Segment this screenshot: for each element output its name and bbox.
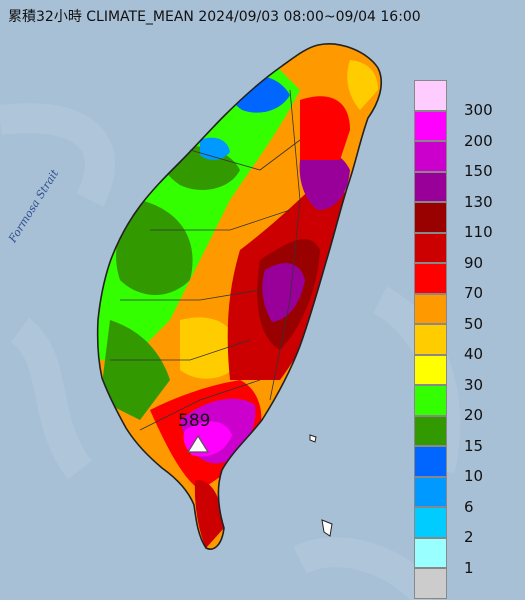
legend-label: 6 bbox=[464, 497, 474, 516]
coastline bbox=[96, 43, 383, 550]
legend-swatch bbox=[414, 202, 447, 233]
legend-swatch bbox=[414, 507, 447, 538]
green-island bbox=[309, 434, 317, 443]
legend-swatch bbox=[414, 324, 447, 355]
legend-swatch bbox=[414, 263, 447, 294]
legend-swatch bbox=[414, 110, 447, 141]
map-title: 累積32小時 CLIMATE_MEAN 2024/09/03 08:00~09/… bbox=[8, 9, 421, 25]
legend-row: 30 bbox=[414, 354, 506, 394]
legend-row: 15 bbox=[414, 415, 506, 455]
legend-row: 70 bbox=[414, 263, 506, 302]
legend-row: 40 bbox=[414, 324, 506, 363]
orchid-island bbox=[321, 519, 333, 537]
legend-label: 70 bbox=[464, 284, 484, 302]
legend-swatch bbox=[414, 171, 447, 202]
legend-row: 6 bbox=[414, 476, 506, 516]
legend-label: 200 bbox=[464, 131, 493, 150]
legend-swatch bbox=[414, 537, 447, 568]
legend-swatch bbox=[414, 232, 447, 263]
legend-row: 150 bbox=[414, 141, 506, 180]
legend-swatch bbox=[414, 415, 447, 446]
legend-label: 15 bbox=[464, 436, 484, 455]
legend-swatch bbox=[414, 141, 447, 172]
legend-row: 130 bbox=[414, 171, 506, 211]
legend-swatch bbox=[414, 385, 447, 416]
legend-row: 90 bbox=[414, 232, 506, 272]
legend-row: 110 bbox=[414, 202, 506, 241]
legend-label: 2 bbox=[464, 528, 474, 546]
sea-texture bbox=[0, 103, 461, 600]
legend-row: 20 bbox=[414, 385, 506, 424]
legend-swatch bbox=[414, 293, 447, 324]
max-rainfall-value: 589 bbox=[178, 411, 211, 431]
legend-row: 1 bbox=[414, 537, 506, 577]
legend-label: 130 bbox=[464, 192, 493, 211]
legend-label: 20 bbox=[464, 406, 484, 424]
triangle-station-icon bbox=[186, 434, 210, 453]
legend-label: 300 bbox=[464, 101, 493, 119]
legend-label: 50 bbox=[464, 314, 484, 333]
legend-swatch bbox=[414, 568, 447, 599]
legend-row: 10 bbox=[414, 446, 506, 485]
legend-label: 110 bbox=[464, 223, 493, 241]
legend-row: 300 bbox=[414, 80, 506, 119]
legend-label: 30 bbox=[464, 375, 484, 394]
legend-row: 2 bbox=[414, 507, 506, 546]
legend-label: 90 bbox=[464, 253, 484, 272]
legend-label: 40 bbox=[464, 345, 484, 363]
legend-swatch bbox=[414, 354, 447, 385]
legend-swatch bbox=[414, 476, 447, 507]
legend-label: 150 bbox=[464, 162, 493, 180]
legend-swatch bbox=[414, 446, 447, 477]
color-legend: 300 200 150 130 110 90 70 50 40 30 20 15 10 6 2 1 bbox=[414, 80, 506, 599]
legend-label: 10 bbox=[464, 467, 484, 485]
legend-row bbox=[414, 568, 506, 599]
county-borders bbox=[110, 89, 301, 431]
legend-swatch bbox=[414, 80, 447, 111]
legend-row: 50 bbox=[414, 293, 506, 333]
legend-label: 1 bbox=[464, 558, 474, 577]
legend-row: 200 bbox=[414, 110, 506, 150]
